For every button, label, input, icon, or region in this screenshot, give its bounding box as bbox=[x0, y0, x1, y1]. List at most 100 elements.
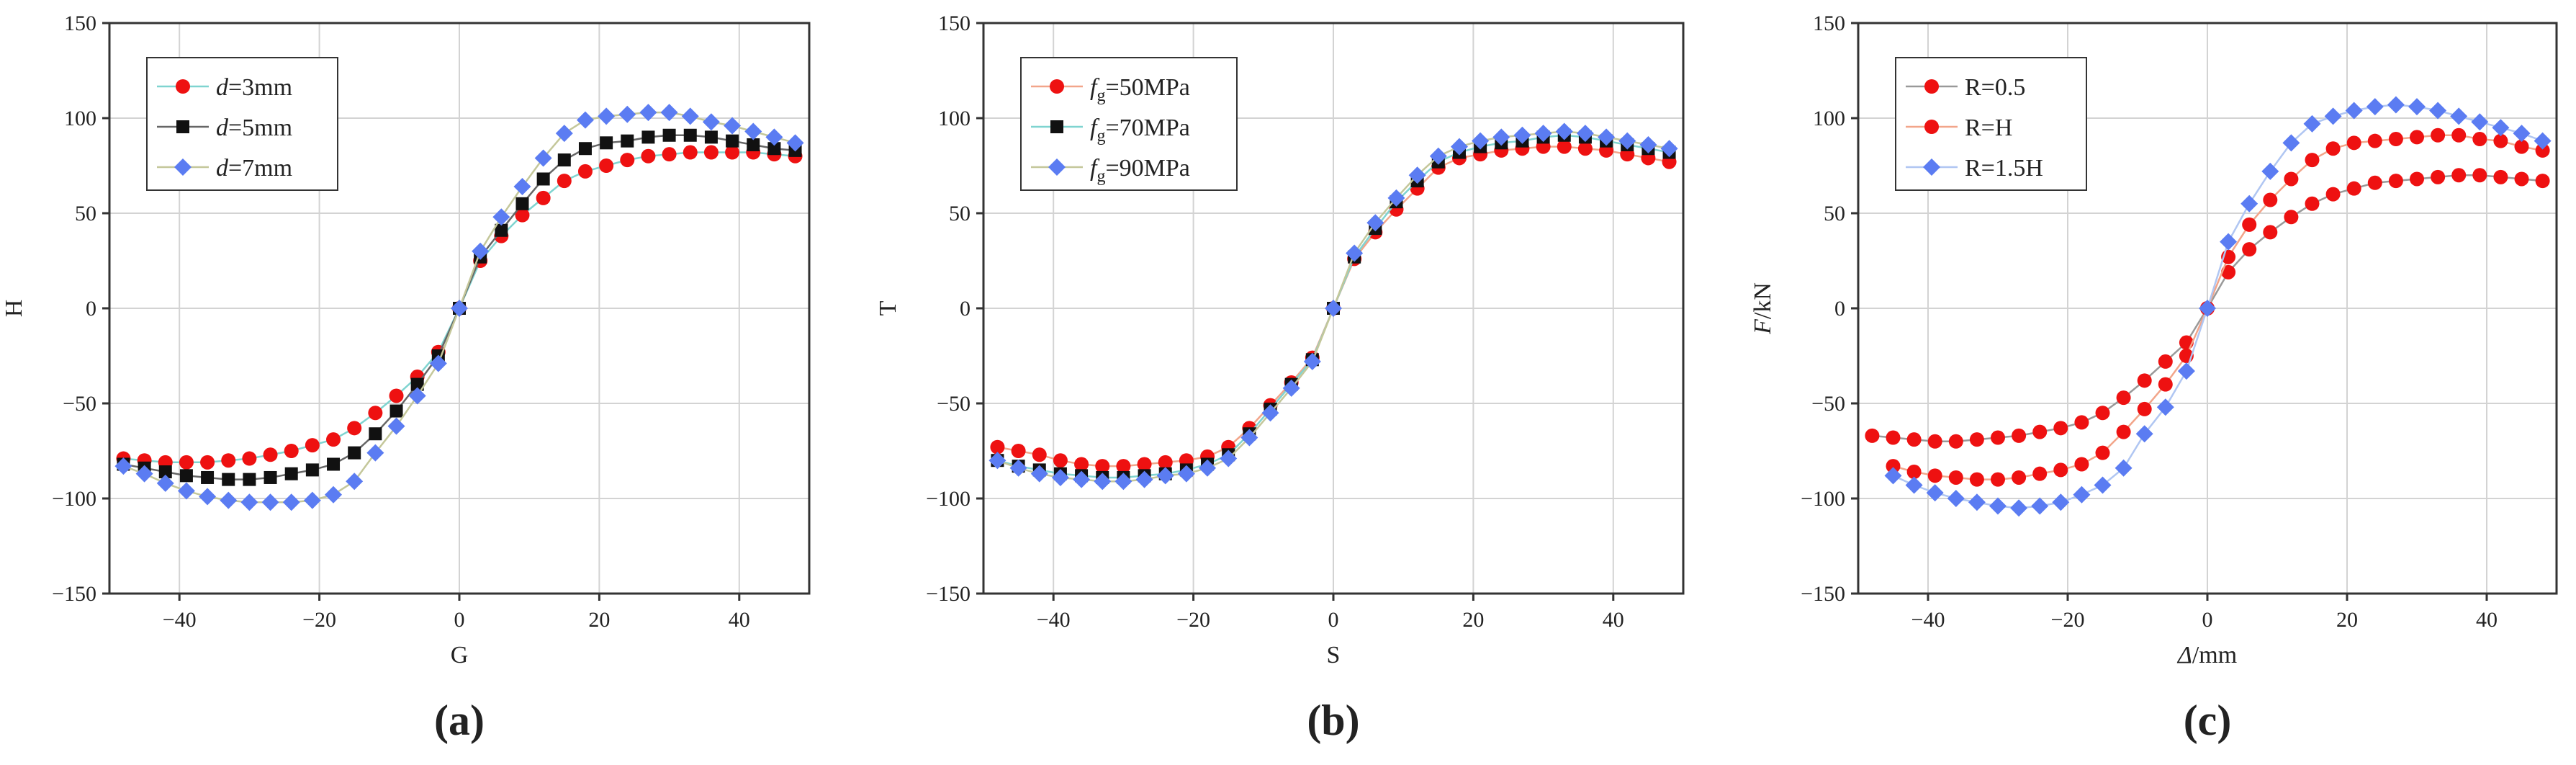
data-point bbox=[2492, 119, 2510, 137]
data-point bbox=[2472, 132, 2487, 147]
data-point bbox=[1969, 432, 1984, 447]
data-point bbox=[348, 446, 361, 460]
data-point bbox=[2410, 130, 2424, 145]
data-point bbox=[576, 111, 594, 129]
legend-marker bbox=[1050, 120, 1063, 133]
data-point bbox=[557, 174, 572, 189]
data-point bbox=[578, 142, 592, 156]
data-point bbox=[990, 439, 1005, 455]
data-point bbox=[1053, 453, 1068, 468]
data-point bbox=[179, 455, 194, 470]
data-point bbox=[1220, 449, 1238, 468]
data-point bbox=[114, 457, 132, 475]
y-tick-label: 50 bbox=[949, 202, 970, 225]
data-point bbox=[725, 145, 740, 160]
y-tick-label: 50 bbox=[1824, 202, 1845, 225]
y-tick-label: 150 bbox=[64, 12, 96, 35]
y-tick-label: −100 bbox=[1801, 487, 1845, 511]
series-3 bbox=[1884, 96, 2552, 517]
data-point bbox=[1969, 472, 1984, 487]
data-point bbox=[2242, 217, 2257, 232]
legend-marker bbox=[1050, 79, 1064, 94]
data-point bbox=[2010, 499, 2028, 517]
legend-entry-1: fg=50MPa bbox=[1031, 74, 1190, 105]
legend-entry-1: d=3mm bbox=[157, 74, 292, 101]
data-point bbox=[681, 107, 699, 125]
data-point bbox=[366, 444, 384, 462]
data-point bbox=[1926, 484, 1944, 502]
y-axis-label: T bbox=[875, 300, 901, 316]
data-point bbox=[2367, 133, 2382, 148]
data-point bbox=[660, 104, 678, 122]
legend-label: R=H bbox=[1965, 115, 2012, 141]
data-point bbox=[703, 145, 719, 160]
legend-marker bbox=[1924, 120, 1939, 134]
data-point bbox=[1660, 140, 1678, 158]
series-3 bbox=[988, 122, 1678, 491]
y-tick-label: 0 bbox=[960, 297, 970, 321]
data-point bbox=[1135, 470, 1153, 488]
data-point bbox=[179, 469, 193, 483]
data-point bbox=[1886, 459, 1901, 474]
data-point bbox=[1492, 128, 1510, 146]
legend-label: fg=90MPa bbox=[1090, 155, 1190, 186]
data-point bbox=[1577, 141, 1593, 156]
data-point bbox=[1261, 404, 1279, 422]
data-point bbox=[2410, 171, 2424, 187]
data-point bbox=[220, 491, 238, 509]
data-point bbox=[1927, 468, 1942, 483]
data-point bbox=[1948, 434, 1963, 449]
data-point bbox=[2242, 242, 2257, 257]
data-point bbox=[2053, 421, 2068, 436]
data-point bbox=[2451, 168, 2467, 183]
legend: d=3mm d=5mm d=7mm bbox=[146, 57, 338, 191]
data-point bbox=[2514, 139, 2529, 154]
data-point bbox=[2513, 125, 2531, 143]
data-point bbox=[515, 207, 530, 223]
x-tick-label: −20 bbox=[2051, 608, 2085, 632]
y-tick-label: 50 bbox=[75, 202, 96, 225]
data-point bbox=[284, 467, 298, 480]
data-point bbox=[1009, 459, 1027, 477]
data-point bbox=[662, 128, 676, 142]
data-point bbox=[1450, 138, 1468, 156]
data-point bbox=[1199, 459, 1217, 477]
x-tick-label: 20 bbox=[1462, 608, 1484, 632]
series-2 bbox=[1886, 128, 2550, 487]
y-tick-label: −150 bbox=[1801, 582, 1845, 606]
data-point bbox=[263, 447, 278, 462]
data-point bbox=[2303, 115, 2321, 133]
data-point bbox=[1116, 459, 1131, 474]
data-point bbox=[1030, 465, 1048, 483]
data-point bbox=[2284, 210, 2299, 225]
data-point bbox=[1991, 472, 2005, 487]
data-point bbox=[1534, 125, 1552, 143]
data-point bbox=[641, 130, 655, 144]
data-point bbox=[2263, 225, 2278, 240]
data-point bbox=[555, 125, 573, 143]
data-point bbox=[765, 128, 783, 146]
data-point bbox=[242, 451, 257, 466]
data-point bbox=[2137, 373, 2152, 388]
data-point bbox=[135, 465, 153, 483]
data-point bbox=[577, 164, 593, 179]
legend-entry-1: R=0.5 bbox=[1906, 74, 2025, 101]
data-point bbox=[1282, 379, 1300, 397]
data-point bbox=[744, 122, 762, 140]
data-point bbox=[2115, 459, 2133, 477]
data-point bbox=[2094, 476, 2112, 494]
data-point bbox=[2221, 264, 2236, 279]
data-point bbox=[2012, 470, 2027, 485]
legend-entry-3: R=1.5H bbox=[1906, 155, 2043, 182]
data-point bbox=[2325, 187, 2341, 202]
legend-label: fg=70MPa bbox=[1090, 115, 1190, 146]
data-point bbox=[221, 453, 236, 468]
data-point bbox=[2284, 171, 2299, 187]
legend-label: d=7mm bbox=[216, 155, 292, 182]
data-point bbox=[1366, 214, 1384, 232]
x-tick-label: 20 bbox=[2336, 608, 2358, 632]
x-tick-label: 0 bbox=[1328, 608, 1339, 632]
data-point bbox=[662, 147, 677, 162]
data-point bbox=[534, 149, 552, 167]
